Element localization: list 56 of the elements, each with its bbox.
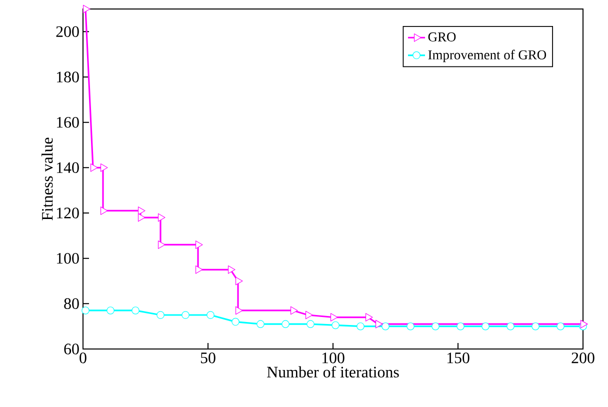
point (290, 306, 298, 315)
point (375, 320, 383, 328)
y-tick-label: 100 (56, 252, 79, 264)
point (506, 322, 514, 330)
point (82, 306, 90, 314)
point (100, 206, 108, 215)
x-tick-label: 150 (447, 352, 470, 364)
point (106, 306, 114, 314)
x-tick-label: 50 (200, 352, 216, 364)
x-axis-title: Number of iterations (267, 366, 399, 378)
point (206, 311, 214, 319)
point (100, 163, 108, 172)
point (232, 318, 240, 326)
point (406, 322, 414, 330)
legend-label: Improvement of GRO (428, 50, 546, 62)
legend-label: GRO (428, 32, 456, 42)
point (365, 313, 373, 322)
point (182, 311, 190, 319)
y-tick-label: 140 (56, 162, 79, 174)
x-tick-label: 100 (322, 352, 344, 364)
point (556, 322, 564, 330)
point (532, 322, 540, 330)
y-tick-label: 60 (64, 344, 79, 354)
point (456, 322, 464, 330)
point (332, 321, 340, 330)
point (138, 213, 146, 222)
point (132, 306, 140, 314)
y-tick-label: 200 (56, 26, 79, 38)
y-tick-label: 80 (64, 298, 79, 310)
point (195, 265, 203, 274)
point (228, 265, 236, 274)
point (158, 213, 166, 222)
point (306, 320, 314, 328)
point (90, 163, 98, 172)
point (580, 320, 588, 328)
point (305, 310, 313, 320)
point (382, 322, 390, 330)
point (330, 313, 338, 322)
point (158, 240, 166, 249)
point (256, 320, 264, 328)
y-tick-label: 160 (56, 116, 79, 128)
point (432, 322, 440, 330)
x-tick-label: 200 (572, 352, 594, 364)
y-tick-label: 180 (56, 72, 79, 82)
point (138, 206, 146, 215)
point (235, 276, 243, 286)
point (356, 322, 364, 330)
point (156, 311, 164, 319)
x-tick-label: 0 (80, 352, 86, 364)
y-tick-label: 120 (56, 208, 79, 218)
point (82, 4, 90, 14)
point (282, 320, 290, 328)
point (195, 240, 203, 249)
point (482, 322, 490, 330)
y-axis-title: Fitness value (42, 138, 53, 220)
point (235, 306, 243, 315)
